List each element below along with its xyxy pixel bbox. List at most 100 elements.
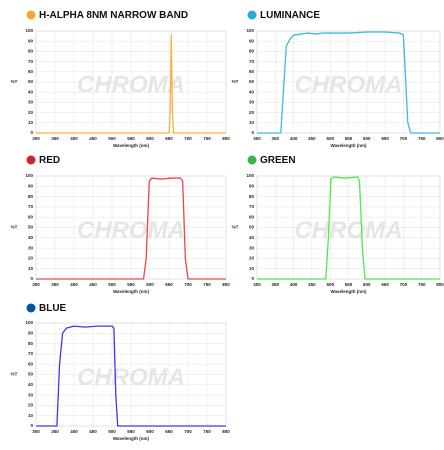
y-tick-label: 100 [25,173,33,178]
y-tick-label: 70 [249,204,255,209]
x-tick-label: 600 [146,429,154,434]
watermark: CHROMA [77,364,185,391]
x-axis-label: Wavelength (nm) [113,436,150,441]
y-tick-label: 30 [28,245,34,250]
x-tick-label: 800 [436,136,444,141]
y-axis-label: %T [232,225,239,230]
y-tick-label: 30 [249,245,255,250]
x-tick-label: 700 [400,136,408,141]
y-tick-label: 30 [249,100,255,105]
chart-title: H-ALPHA 8NM NARROW BAND [39,10,188,21]
y-tick-label: 90 [249,183,255,188]
x-tick-label: 650 [165,136,173,141]
x-tick-label: 300 [32,429,40,434]
y-tick-label: 10 [28,120,34,125]
x-tick-label: 400 [70,136,78,141]
x-tick-label: 500 [108,136,116,141]
watermark: CHROMA [295,71,403,98]
spectrum-line [257,176,440,280]
y-axis-label: %T [11,225,18,230]
y-tick-label: 80 [28,341,34,346]
y-tick-label: 100 [25,28,33,33]
x-tick-label: 750 [418,282,426,287]
y-tick-label: 0 [30,423,33,428]
y-tick-label: 40 [249,235,255,240]
y-tick-label: 10 [249,266,255,271]
y-tick-label: 80 [28,194,34,199]
x-tick-label: 800 [222,282,230,287]
y-tick-label: 60 [249,214,255,219]
x-tick-label: 750 [418,136,426,141]
x-tick-label: 650 [381,136,389,141]
x-tick-label: 650 [165,429,173,434]
x-tick-label: 500 [108,429,116,434]
spectrum-line [36,34,226,134]
x-tick-label: 800 [436,282,444,287]
x-tick-label: 800 [222,429,230,434]
y-tick-label: 70 [28,59,34,64]
spectrum-line [36,325,226,427]
chart-title: LUMINANCE [260,10,320,21]
x-tick-label: 800 [222,136,230,141]
x-tick-label: 550 [345,136,353,141]
y-tick-label: 20 [28,403,34,408]
x-tick-label: 350 [272,282,280,287]
x-tick-label: 450 [308,282,316,287]
x-tick-label: 500 [326,282,334,287]
y-tick-label: 30 [28,392,34,397]
y-axis-label: %T [11,372,18,377]
x-tick-label: 350 [272,136,280,141]
x-tick-label: 400 [70,282,78,287]
x-axis-label: Wavelength (nm) [113,289,150,294]
x-tick-label: 450 [89,136,97,141]
title-dot [26,303,36,313]
x-tick-label: 350 [51,136,59,141]
y-tick-label: 90 [249,38,255,43]
y-tick-label: 60 [28,361,34,366]
x-tick-label: 450 [308,136,316,141]
y-tick-label: 50 [28,372,34,377]
x-tick-label: 500 [108,282,116,287]
x-tick-label: 300 [32,136,40,141]
x-tick-label: 300 [253,136,261,141]
y-tick-label: 20 [28,256,34,261]
y-tick-label: 20 [249,110,255,115]
y-tick-label: 50 [28,79,34,84]
x-axis-label: Wavelength (nm) [113,143,150,148]
y-tick-label: 10 [28,266,34,271]
spectrum-line [36,177,226,280]
y-tick-label: 80 [249,49,255,54]
y-tick-label: 0 [251,130,254,135]
x-tick-label: 350 [51,429,59,434]
y-tick-label: 10 [249,120,255,125]
x-tick-label: 400 [290,282,298,287]
y-tick-label: 20 [249,256,255,261]
y-tick-label: 30 [28,100,34,105]
x-tick-label: 650 [165,282,173,287]
title-dot [247,155,257,165]
x-axis-label: Wavelength (nm) [330,143,367,148]
watermark: CHROMA [295,217,403,244]
x-tick-label: 550 [345,282,353,287]
x-tick-label: 550 [127,136,135,141]
x-tick-label: 700 [184,136,192,141]
spectrum-line [257,31,440,134]
x-tick-label: 700 [400,282,408,287]
y-tick-label: 40 [249,89,255,94]
y-tick-label: 70 [28,204,34,209]
x-tick-label: 600 [363,282,371,287]
x-tick-label: 450 [89,429,97,434]
y-tick-label: 80 [249,194,255,199]
y-tick-label: 70 [28,351,34,356]
x-tick-label: 700 [184,282,192,287]
y-tick-label: 90 [28,38,34,43]
y-tick-label: 50 [249,225,255,230]
x-tick-label: 700 [184,429,192,434]
y-tick-label: 90 [28,183,34,188]
y-tick-label: 100 [25,320,33,325]
x-tick-label: 300 [253,282,261,287]
y-tick-label: 0 [251,276,254,281]
x-axis-label: Wavelength (nm) [330,289,367,294]
title-dot [247,10,257,20]
